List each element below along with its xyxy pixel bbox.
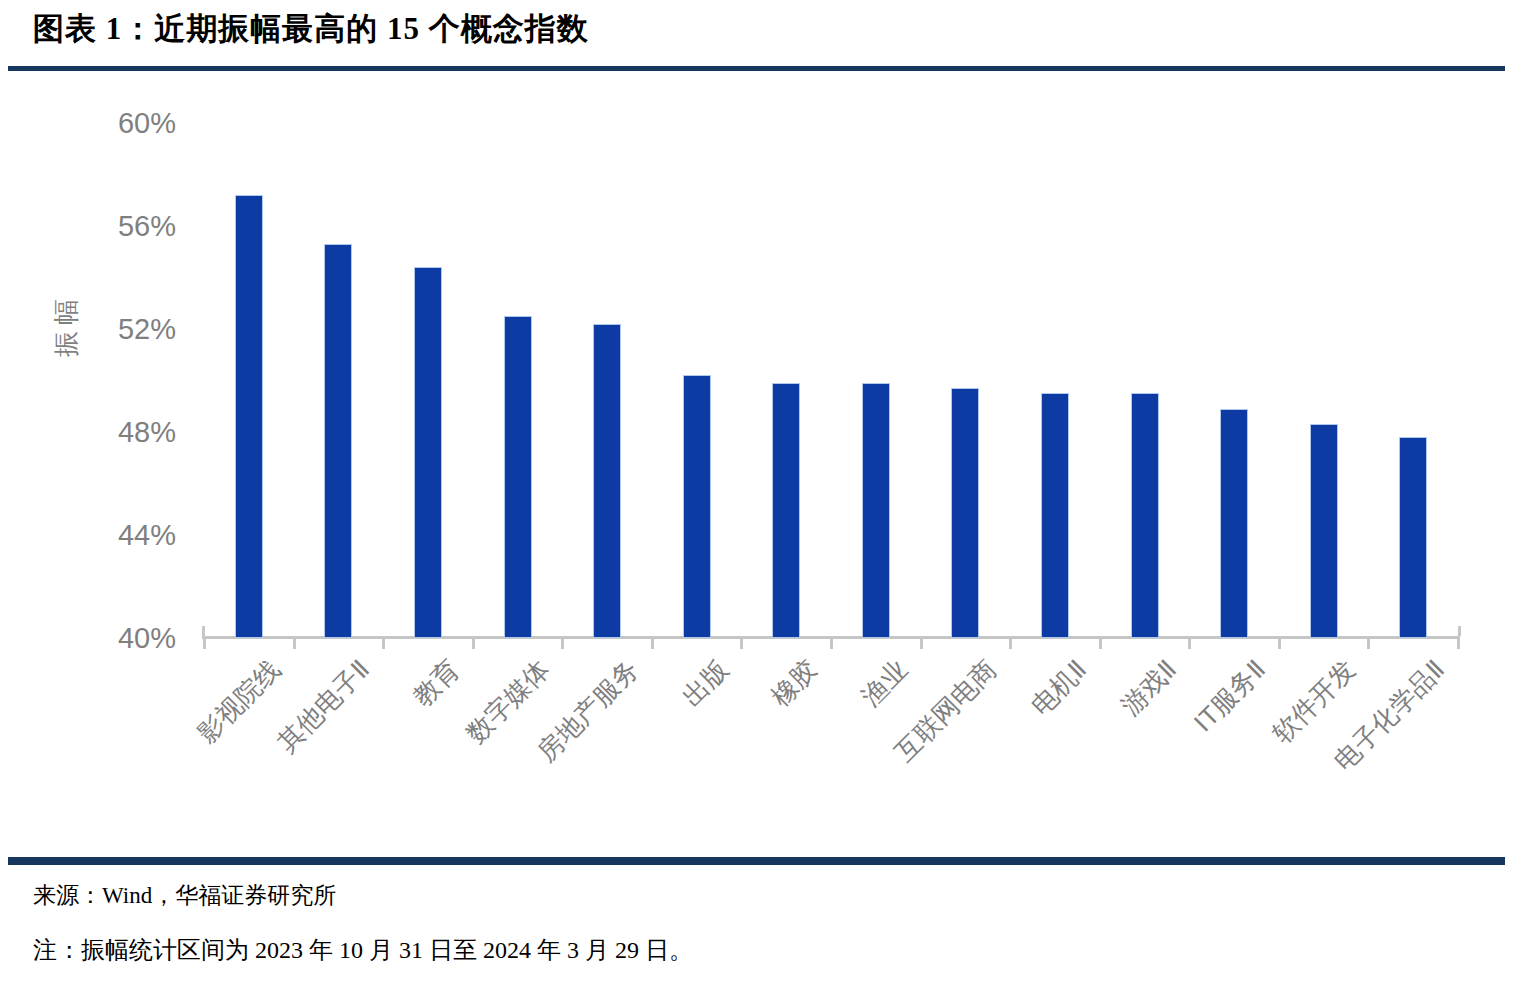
bar — [324, 244, 352, 638]
axis-tick-mark — [1099, 639, 1102, 649]
y-tick-label: 60% — [88, 106, 176, 140]
title-divider-rule — [8, 66, 1505, 71]
y-tick-label: 56% — [88, 209, 176, 243]
y-tick-label: 48% — [88, 415, 176, 449]
footer-divider-rule — [8, 857, 1505, 865]
bar — [683, 375, 711, 638]
bar — [414, 267, 442, 638]
y-tick-label: 52% — [88, 312, 176, 346]
bar — [235, 195, 263, 638]
bar — [1310, 424, 1338, 638]
axis-end-cap — [202, 626, 205, 636]
bar — [772, 383, 800, 638]
axis-tick-mark — [1009, 639, 1012, 649]
axis-tick-mark — [830, 639, 833, 649]
bar — [1399, 437, 1427, 638]
y-axis-title: 振幅 — [49, 293, 84, 357]
y-tick-label: 40% — [88, 621, 176, 655]
axis-tick-mark — [293, 639, 296, 649]
axis-tick-mark — [651, 639, 654, 649]
axis-tick-mark — [1188, 639, 1191, 649]
bar — [1041, 393, 1069, 638]
axis-tick-mark — [740, 639, 743, 649]
bar — [504, 316, 532, 638]
bar — [951, 388, 979, 638]
bar — [1131, 393, 1159, 638]
axis-end-cap — [1458, 626, 1461, 636]
axis-tick-mark — [382, 639, 385, 649]
axis-tick-mark — [1367, 639, 1370, 649]
bar — [593, 324, 621, 638]
axis-tick-mark — [472, 639, 475, 649]
bar — [1220, 409, 1248, 638]
axis-tick-mark — [1457, 639, 1460, 649]
bar — [862, 383, 890, 638]
axis-tick-mark — [920, 639, 923, 649]
y-tick-label: 44% — [88, 518, 176, 552]
figure-title: 图表 1：近期振幅最高的 15 个概念指数 — [33, 8, 1433, 50]
axis-tick-mark — [561, 639, 564, 649]
source-text: 来源：Wind，华福证券研究所 — [33, 880, 336, 911]
axis-tick-mark — [203, 639, 206, 649]
note-text: 注：振幅统计区间为 2023 年 10 月 31 日至 2024 年 3 月 2… — [33, 934, 693, 966]
axis-tick-mark — [1278, 639, 1281, 649]
